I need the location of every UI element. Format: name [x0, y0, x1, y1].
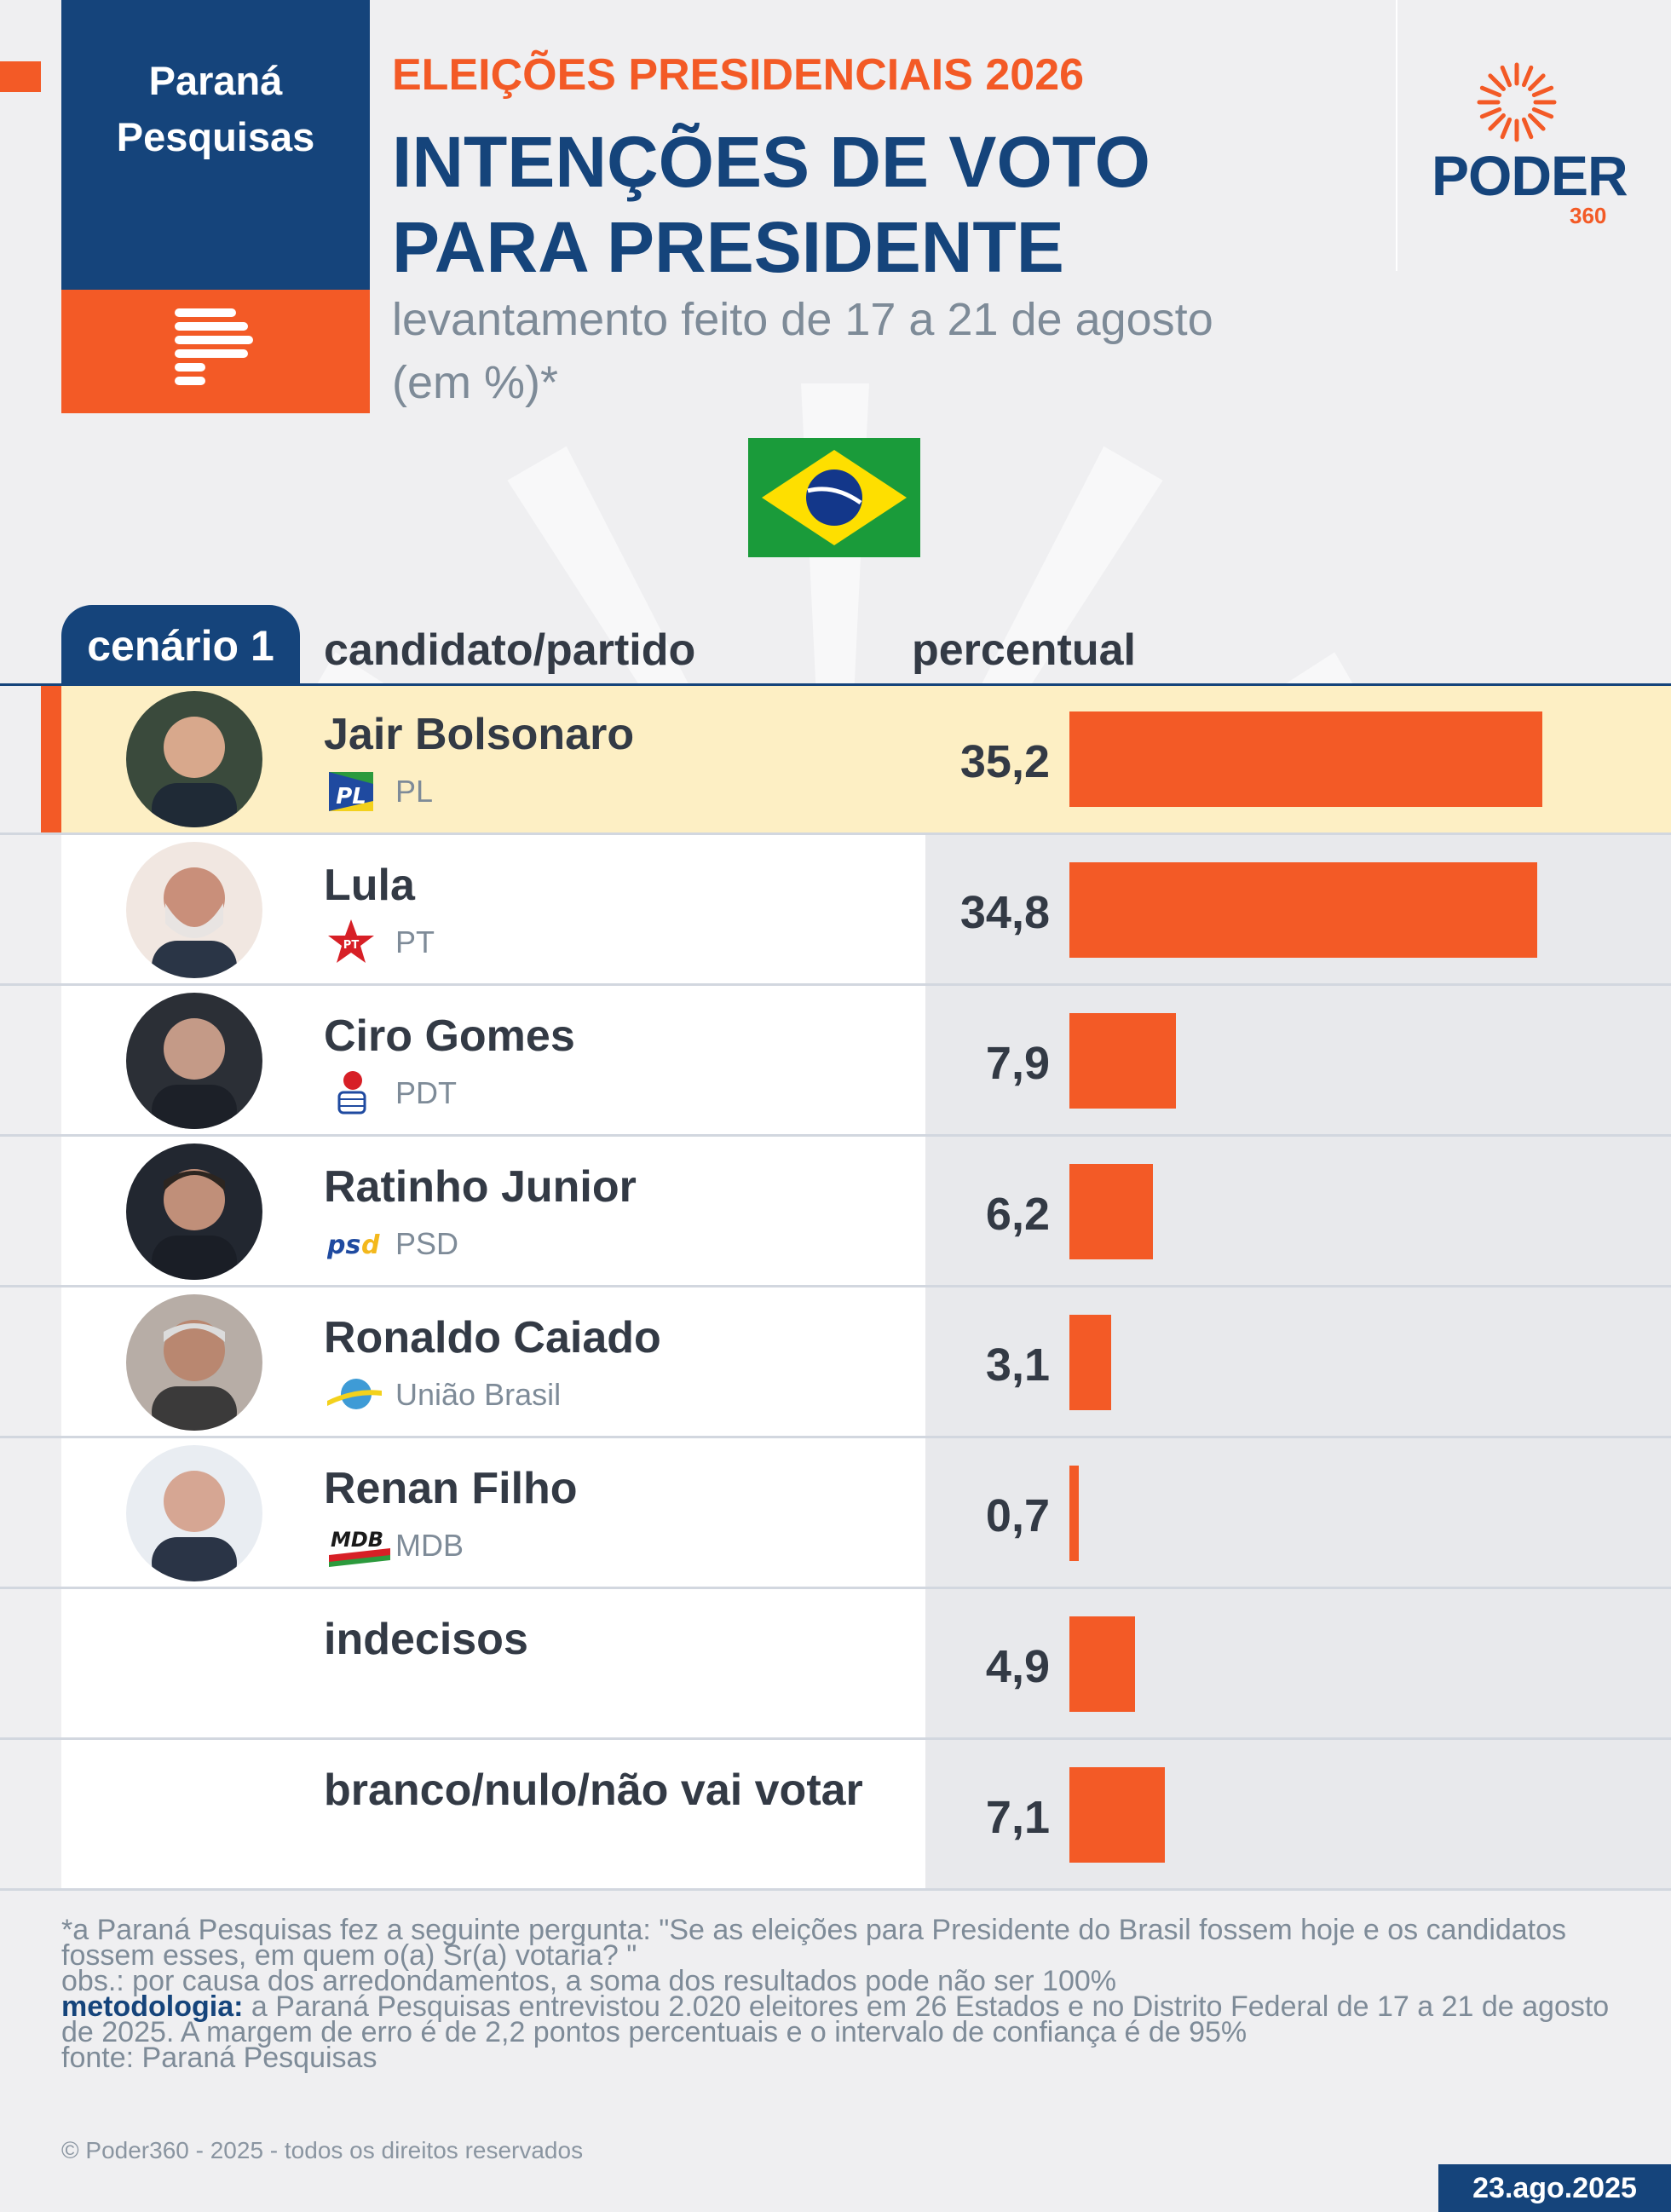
note-methodology: metodologia: a Paraná Pesquisas entrevis… — [61, 1992, 1612, 2047]
category-name: branco/nulo/não vai votar — [324, 1766, 863, 1815]
row-bar-background — [925, 986, 1671, 1134]
bar — [1069, 862, 1537, 958]
mdb-logo-icon: MDB — [329, 1528, 390, 1567]
party-name: MDB — [395, 1528, 464, 1563]
column-header-percent: percentual — [912, 625, 1136, 675]
value-label: 7,1 — [985, 1792, 1050, 1843]
bar — [1069, 1466, 1079, 1561]
column-header-candidate: candidato/partido — [324, 625, 696, 675]
subtitle-line-1: levantamento feito de 17 a 21 de agosto — [392, 294, 1213, 345]
note-question: *a Paraná Pesquisas fez a seguinte pergu… — [61, 1914, 1567, 1972]
bar — [1069, 1767, 1165, 1863]
party-name: PDT — [395, 1075, 457, 1110]
header-rule — [0, 683, 1671, 686]
title-line-2: PARA PRESIDENTE — [392, 207, 1064, 287]
row-bar-background — [925, 1287, 1671, 1436]
bar — [1069, 711, 1542, 807]
candidate-name: Renan Filho — [324, 1464, 578, 1513]
methodology-text: a Paraná Pesquisas entrevistou 2.020 ele… — [61, 1990, 1610, 2048]
page-title: INTENÇÕES DE VOTO PARA PRESIDENTE — [392, 119, 1227, 290]
highlight-marker — [41, 686, 61, 832]
subtitle-line-2: (em %)* — [392, 357, 559, 408]
row-separator — [0, 1134, 1671, 1137]
value-label: 6,2 — [985, 1189, 1050, 1240]
title-line-1: INTENÇÕES DE VOTO — [392, 122, 1150, 202]
brand-sub: 360 — [1570, 203, 1607, 228]
subtitle: levantamento feito de 17 a 21 de agosto … — [392, 288, 1329, 414]
pt-star-icon: PT — [328, 919, 374, 963]
row-separator — [0, 1587, 1671, 1589]
row-bar-background — [925, 1740, 1671, 1888]
bar — [1069, 1315, 1111, 1410]
value-label: 34,8 — [959, 887, 1050, 938]
psd-logo-icon: ps d — [327, 1230, 380, 1260]
value-label: 3,1 — [985, 1339, 1050, 1391]
row-separator — [0, 983, 1671, 986]
candidate-photo — [126, 1294, 262, 1431]
institute-name: Paraná Pesquisas — [116, 58, 315, 159]
candidate-name: Lula — [324, 861, 415, 910]
brazil-flag-icon — [748, 438, 920, 557]
footnotes: *a Paraná Pesquisas fez a seguinte pergu… — [61, 1914, 1612, 2074]
copyright: © Poder360 - 2025 - todos os direitos re… — [61, 2137, 584, 2163]
bar — [1069, 1164, 1153, 1259]
pl-party-logo-icon: PL — [329, 772, 373, 811]
value-label: 4,9 — [985, 1641, 1050, 1692]
note-source: fonte: Paraná Pesquisas — [61, 2042, 377, 2074]
candidate-name: Ronaldo Caiado — [324, 1313, 661, 1362]
row-background — [61, 1740, 925, 1888]
svg-text:ps: ps — [327, 1230, 360, 1260]
row-separator — [0, 1888, 1671, 1891]
note-rounding: obs.: por causa dos arredondamentos, a s… — [61, 1965, 1116, 1997]
svg-text:d: d — [361, 1230, 380, 1260]
row-bar-background — [925, 1137, 1671, 1285]
category-name: indecisos — [324, 1615, 528, 1664]
uniao-brasil-logo-icon — [327, 1379, 382, 1409]
value-label: 0,7 — [985, 1490, 1050, 1541]
row-bar-background — [925, 1589, 1671, 1737]
row-separator — [0, 1737, 1671, 1740]
candidate-name: Jair Bolsonaro — [324, 710, 635, 759]
candidate-photo — [126, 1143, 262, 1280]
value-label: 35,2 — [959, 736, 1050, 787]
candidate-photo — [126, 993, 262, 1129]
date-label: 23.ago.2025 — [1472, 2172, 1637, 2204]
party-name: União Brasil — [395, 1377, 562, 1412]
svg-text:PT: PT — [343, 939, 360, 952]
candidate-photo — [126, 1445, 262, 1581]
candidate-photo — [126, 691, 262, 827]
scenario-tab: cenário 1 — [61, 605, 300, 683]
party-name: PSD — [395, 1226, 459, 1261]
bar — [1069, 1013, 1176, 1109]
bar — [1069, 1616, 1135, 1712]
header-divider — [1396, 0, 1397, 271]
brand-name: PODER — [1432, 144, 1628, 207]
row-background — [61, 1589, 925, 1737]
pdt-rose-fist-icon — [337, 1071, 366, 1115]
methodology-label: metodologia: — [61, 1990, 244, 2023]
row-separator — [0, 1436, 1671, 1438]
orange-tick — [0, 61, 41, 92]
kicker: ELEIÇÕES PRESIDENCIAIS 2026 — [392, 50, 1085, 100]
parana-pesquisas-logo-icon — [175, 308, 253, 385]
row-bar-background — [925, 1438, 1671, 1587]
institute-box — [61, 0, 370, 290]
svg-text:MDB: MDB — [331, 1528, 383, 1552]
value-label: 7,9 — [985, 1038, 1050, 1089]
party-name: PT — [395, 925, 435, 959]
party-name: PL — [395, 774, 434, 809]
svg-text:PL: PL — [336, 784, 366, 809]
candidate-name: Ratinho Junior — [324, 1162, 637, 1212]
scenario-label: cenário 1 — [87, 622, 274, 670]
poder-sun-logo-icon — [1477, 62, 1557, 142]
date-badge: 23.ago.2025 — [1438, 2164, 1671, 2212]
candidate-name: Ciro Gomes — [324, 1011, 575, 1061]
row-separator — [0, 1285, 1671, 1287]
row-separator — [0, 832, 1671, 835]
candidate-photo — [126, 842, 262, 978]
